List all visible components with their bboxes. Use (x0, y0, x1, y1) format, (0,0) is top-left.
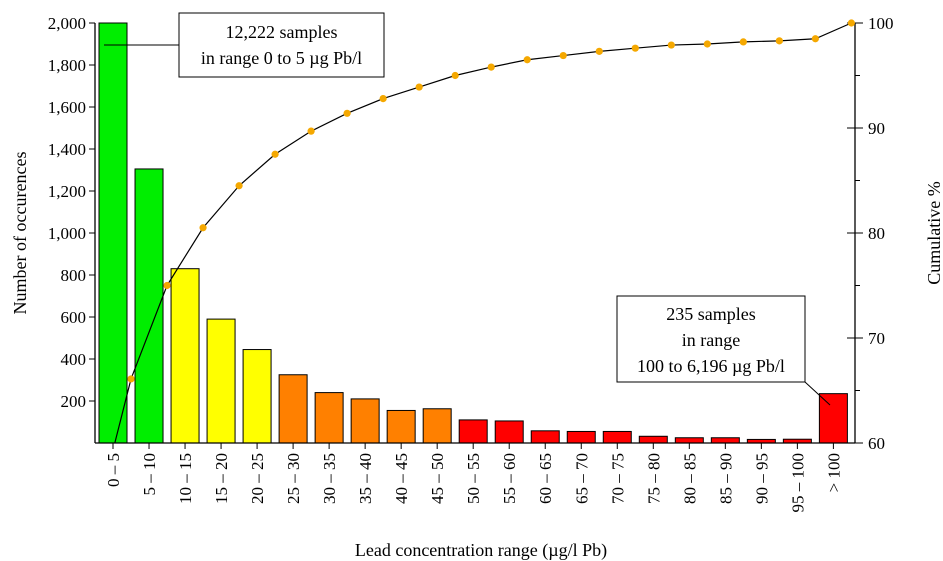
bar-25-30 (278, 374, 308, 444)
bar-20-25 (242, 349, 272, 444)
y2-tick-label: 70 (868, 329, 885, 348)
bar-40-45 (386, 409, 416, 444)
cumulative-point-90-95 (775, 37, 783, 45)
y-tick-label: 2,000 (48, 14, 86, 33)
x-tick-label: 80 – 85 (680, 453, 699, 504)
x-tick-label: 50 – 55 (464, 453, 483, 504)
cumulative-point-100 (847, 19, 855, 27)
cumulative-point-45-50 (451, 71, 459, 80)
cumulative-point-10-15 (199, 224, 207, 232)
cumulative-point-65-70 (595, 47, 603, 55)
x-labels-layer: 0 – 5 5 – 10 10 – 15 15 – 20 20 – 25 25 – 30 3… (104, 443, 843, 513)
cumulative-point-25-30 (307, 127, 315, 135)
annotation-high-line-1: 235 samples (666, 304, 756, 324)
x-tick-label: 60 – 65 (536, 453, 555, 504)
bar-55-60 (494, 420, 524, 444)
annotation-high-range: 235 samples in range 100 to 6,196 µg Pb/… (616, 295, 831, 406)
x-tick-label: 65 – 70 (572, 453, 591, 504)
bar-0-5 (98, 22, 128, 444)
cumulative-point-55-60 (523, 56, 531, 64)
annotation-low-box (178, 12, 385, 78)
cumulative-point-0-5 (127, 375, 135, 383)
bar-45-50 (422, 408, 452, 444)
y2-tick-label: 60 (868, 434, 885, 453)
cumulative-point-70-75 (631, 44, 639, 52)
y2-tick-label: 100 (868, 14, 894, 33)
annotation-low-line-2: in range 0 to 5 µg Pb/l (201, 48, 362, 68)
cumulative-point-80-85 (703, 40, 711, 48)
annotation-low-range: 12,222 samples in range 0 to 5 µg Pb/l (104, 12, 385, 78)
bar-85-90 (710, 437, 740, 444)
x-tick-label: 35 – 40 (356, 453, 375, 504)
bar-30-35 (314, 392, 344, 444)
y-tick-label: 1,000 (48, 224, 86, 243)
bar-15-20 (206, 318, 236, 444)
cumulative-point-5-10 (163, 281, 171, 290)
cumulative-point-40-45 (415, 83, 423, 91)
cumulative-point-30-35 (343, 109, 351, 117)
bar-50-55 (458, 419, 488, 444)
annotation-high-line-3: 100 to 6,196 µg Pb/l (637, 356, 785, 376)
bar-70-75 (602, 430, 632, 444)
y-tick-label: 600 (61, 308, 87, 327)
cumulative-point-15-20 (235, 182, 243, 190)
annotation-high-line-2: in range (682, 330, 740, 350)
x-tick-label: 30 – 35 (320, 453, 339, 504)
y-axis-label: Number of occurences (10, 152, 30, 315)
bar-65-70 (566, 430, 596, 444)
x-tick-label: 75 – 80 (644, 453, 663, 504)
y-tick-label: 200 (61, 392, 87, 411)
y-tick-label: 1,800 (48, 56, 86, 75)
bar-80-85 (674, 437, 704, 444)
cumulative-point-60-65 (559, 51, 567, 60)
x-tick-label: 40 – 45 (392, 453, 411, 504)
x-tick-label: 25 – 30 (284, 453, 303, 504)
cumulative-line (114, 22, 852, 444)
y-tick-label: 800 (61, 266, 87, 285)
cumulative-layer (114, 19, 855, 444)
x-tick-label: 90 – 95 (752, 453, 771, 504)
y2-tick-label: 90 (868, 119, 885, 138)
cumulative-point-50-55 (487, 63, 495, 71)
y-tick-label: 1,600 (48, 98, 86, 117)
y2-axis-label: Cumulative % (924, 181, 943, 284)
x-tick-label: 45 – 50 (428, 453, 447, 504)
y-tick-label: 1,200 (48, 182, 86, 201)
x-tick-label: 95 – 100 (788, 453, 807, 513)
bars-layer (98, 22, 848, 444)
cumulative-point-75-80 (667, 41, 675, 49)
x-tick-label: 85 – 90 (716, 453, 735, 504)
bar-5-10 (134, 168, 164, 444)
y-tick-label: 1,400 (48, 140, 86, 159)
x-tick-label: 20 – 25 (248, 453, 267, 504)
cumulative-point-85-90 (739, 38, 747, 46)
x-tick-label: 15 – 20 (212, 453, 231, 504)
x-tick-label: 55 – 60 (500, 453, 519, 504)
right-ticks-layer: 60 70 80 90 100 (847, 14, 894, 453)
y2-tick-label: 80 (868, 224, 885, 243)
x-tick-label: > 100 (824, 453, 843, 492)
annotation-high-leader (804, 381, 831, 406)
left-ticks-layer: 200 400 600 800 1,000 1,200 1,400 1,600 1,800 2,0… (48, 14, 95, 411)
bar-35-40 (350, 398, 380, 444)
cumulative-point-95-100 (811, 35, 819, 43)
x-tick-label: 10 – 15 (176, 453, 195, 504)
bar-60-65 (530, 430, 560, 444)
x-axis-label: Lead concentration range (µg/l Pb) (355, 540, 607, 561)
cumulative-point-20-25 (271, 150, 279, 158)
x-tick-label: 5 – 10 (140, 453, 159, 496)
bar-100 (818, 393, 848, 444)
bar-10-15 (170, 268, 200, 444)
x-tick-label: 0 – 5 (104, 453, 123, 487)
annotation-high-box (616, 295, 806, 383)
bar-75-80 (638, 435, 668, 444)
y-tick-label: 400 (61, 350, 87, 369)
cumulative-point-35-40 (379, 95, 387, 103)
x-tick-label: 70 – 75 (608, 453, 627, 504)
annotation-low-line-1: 12,222 samples (226, 22, 338, 42)
